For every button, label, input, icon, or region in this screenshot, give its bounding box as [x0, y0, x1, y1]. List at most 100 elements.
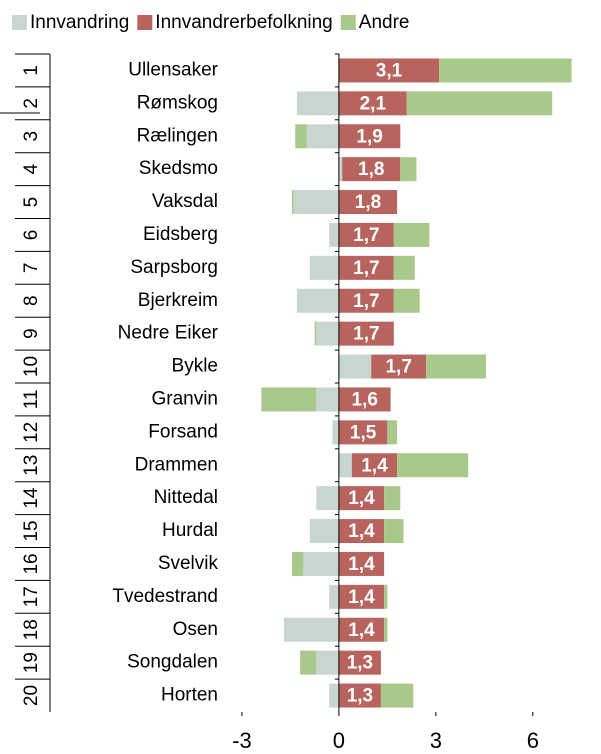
category-label: Tvedestrand — [112, 586, 218, 607]
category-label: Rømskog — [137, 92, 218, 113]
data-label: 1,5 — [350, 422, 377, 443]
bar-segment — [338, 683, 381, 708]
rank-label: 1 — [21, 65, 42, 76]
bar-segment — [303, 551, 339, 576]
category-label: Osen — [173, 619, 218, 640]
bar-segment — [338, 551, 385, 576]
x-tick-label: 0 — [333, 728, 345, 753]
bar-segment — [329, 584, 339, 609]
bar-segment — [439, 58, 572, 83]
rank-label: 15 — [21, 520, 42, 541]
bar-segment — [338, 157, 343, 182]
bar-segment — [295, 124, 307, 149]
bar-segment — [293, 190, 339, 215]
legend-swatch — [137, 15, 153, 30]
data-label: 1,7 — [353, 324, 379, 345]
bar-segment — [329, 683, 339, 708]
bar-segment — [338, 584, 385, 609]
bar-segment — [338, 617, 385, 642]
data-label: 2,1 — [360, 93, 387, 114]
rank-label: 2 — [21, 98, 42, 109]
category-label: Drammen — [135, 454, 218, 475]
bar-segment — [384, 617, 388, 642]
bar-segment — [316, 387, 339, 412]
legend-label: Innvandrerbefolkning — [155, 12, 332, 33]
category-label: Granvin — [151, 388, 218, 409]
data-label: 1,4 — [348, 620, 375, 641]
x-tick-label: 3 — [430, 728, 442, 753]
category-label: Nedre Eiker — [118, 323, 219, 344]
bar-segment — [406, 91, 553, 116]
legend-swatch — [12, 15, 27, 30]
bar-segment — [316, 650, 339, 675]
data-label: 1,7 — [353, 291, 379, 312]
category-label: Vaksdal — [152, 191, 218, 212]
category-label: Skedsmo — [139, 158, 218, 179]
rank-label: 8 — [21, 295, 42, 306]
data-label: 3,1 — [376, 60, 403, 81]
bar-segment — [296, 288, 339, 313]
bar-segment — [393, 288, 420, 313]
bar-segment — [338, 387, 391, 412]
bar-segment — [338, 453, 352, 478]
bar-segment — [316, 486, 339, 511]
rank-label: 19 — [21, 652, 42, 673]
bar-segment — [338, 486, 385, 511]
bar-segment — [384, 519, 404, 544]
bar-segment — [261, 387, 317, 412]
legend-swatch — [340, 15, 356, 30]
bar-segment — [393, 255, 415, 280]
data-label: 1,7 — [353, 225, 379, 246]
rank-label: 18 — [21, 619, 42, 640]
x-tick-label: -3 — [232, 728, 252, 753]
x-tick-label: 6 — [527, 728, 539, 753]
category-label: Hurdal — [162, 520, 218, 541]
data-label: 1,4 — [348, 521, 375, 542]
bar-segment — [338, 519, 385, 544]
bar-segment — [292, 551, 304, 576]
rank-label: 12 — [21, 422, 42, 443]
rank-label: 14 — [21, 487, 42, 509]
bar-segment — [342, 157, 401, 182]
rank-label: 4 — [21, 163, 42, 174]
bar-segment — [338, 288, 394, 313]
bar-segment — [292, 190, 294, 215]
bar-segment — [380, 683, 414, 708]
bar-segment — [314, 321, 317, 346]
legend-label: Innvandring — [30, 12, 129, 33]
category-label: Forsand — [148, 421, 218, 442]
data-label: 1,3 — [347, 686, 373, 707]
category-label: Eidsberg — [143, 224, 218, 245]
legend-label: Andre — [359, 12, 410, 33]
bar-segment — [338, 190, 398, 215]
bar-segment — [300, 650, 317, 675]
rank-label: 17 — [21, 586, 42, 607]
bar-segment — [338, 222, 394, 247]
bar-segment — [338, 255, 394, 280]
category-label: Songdalen — [127, 652, 218, 673]
bar-segment — [338, 321, 394, 346]
bar-segment — [338, 650, 381, 675]
category-label: Nittedal — [154, 487, 218, 508]
bar-segment — [397, 453, 469, 478]
data-label: 1,4 — [348, 587, 375, 608]
category-label: Ullensaker — [128, 59, 218, 80]
data-label: 1,7 — [385, 357, 411, 378]
bar-segment — [384, 486, 401, 511]
category-label: Svelvik — [158, 553, 219, 574]
category-label: Bjerkreim — [138, 290, 218, 311]
bar-segment — [371, 354, 427, 379]
rank-label: 3 — [21, 131, 42, 142]
bar-segment — [338, 91, 407, 116]
data-label: 1,8 — [358, 159, 384, 180]
data-label: 1,7 — [353, 258, 379, 279]
rank-label: 20 — [21, 685, 42, 706]
bar-segment — [387, 420, 398, 445]
bar-segment — [393, 222, 430, 247]
rank-label: 13 — [21, 455, 42, 476]
data-label: 1,4 — [348, 554, 375, 575]
data-label: 1,3 — [347, 653, 373, 674]
data-label: 1,4 — [348, 488, 375, 509]
rank-label: 5 — [21, 197, 42, 208]
